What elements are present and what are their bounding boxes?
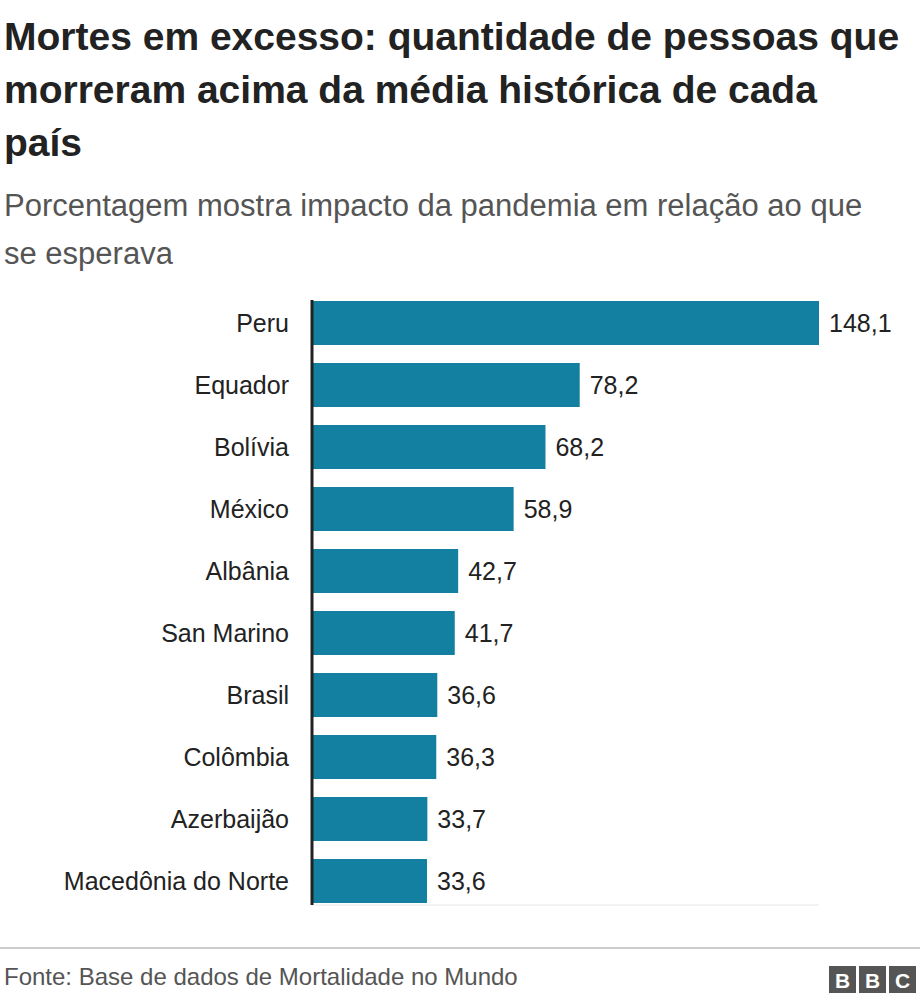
bars bbox=[312, 301, 819, 903]
bar bbox=[312, 735, 436, 779]
category-label: Albânia bbox=[206, 557, 289, 585]
labels: Peru 148,1 Equador 78,2 Bolívia 68,2 México 58,… bbox=[64, 309, 892, 895]
logo: BBC bbox=[829, 966, 916, 993]
logo-box bbox=[889, 966, 916, 993]
logo-text: BBC bbox=[835, 969, 910, 992]
category-label: México bbox=[210, 495, 289, 523]
bar bbox=[312, 673, 437, 717]
category-label: Colômbia bbox=[183, 743, 289, 771]
data-label: 36,6 bbox=[447, 681, 496, 709]
category-label: Equador bbox=[194, 371, 289, 399]
data-label: 36,3 bbox=[446, 743, 495, 771]
data-label: 148,1 bbox=[829, 309, 892, 337]
bar bbox=[312, 425, 545, 469]
logo-box bbox=[829, 966, 856, 993]
subtitle: Porcentagem mostra impacto da pandemia e… bbox=[4, 188, 862, 271]
bar bbox=[312, 363, 580, 407]
subtitle-group: Porcentagem mostra impacto da pandemia e… bbox=[4, 188, 862, 271]
data-label: 41,7 bbox=[465, 619, 514, 647]
category-label: Bolívia bbox=[214, 433, 289, 461]
category-label: San Marino bbox=[161, 619, 289, 647]
bar bbox=[312, 859, 427, 903]
bar bbox=[312, 797, 427, 841]
data-label: 78,2 bbox=[590, 371, 639, 399]
logo-box bbox=[859, 966, 886, 993]
footer-rule bbox=[0, 947, 920, 949]
category-label: Macedônia do Norte bbox=[64, 867, 289, 895]
data-label: 33,6 bbox=[437, 867, 486, 895]
data-label: 58,9 bbox=[524, 495, 573, 523]
bar bbox=[312, 549, 458, 593]
category-label: Azerbaijão bbox=[171, 805, 289, 833]
title-group: Mortes em excesso: quantidade de pessoas… bbox=[4, 15, 899, 164]
data-label: 68,2 bbox=[555, 433, 604, 461]
category-label: Peru bbox=[236, 309, 289, 337]
bar bbox=[312, 301, 819, 345]
source: Fonte: Base de dados de Mortalidade no M… bbox=[4, 963, 518, 990]
baseline-tick bbox=[311, 300, 314, 905]
data-label: 33,7 bbox=[437, 805, 486, 833]
bar bbox=[312, 487, 514, 531]
category-label: Brasil bbox=[226, 681, 289, 709]
x-axis-line bbox=[312, 905, 819, 906]
title: Mortes em excesso: quantidade de pessoas… bbox=[4, 15, 899, 164]
data-label: 42,7 bbox=[468, 557, 517, 585]
bar bbox=[312, 611, 455, 655]
chart: Mortes em excesso: quantidade de pessoas… bbox=[0, 0, 920, 1004]
